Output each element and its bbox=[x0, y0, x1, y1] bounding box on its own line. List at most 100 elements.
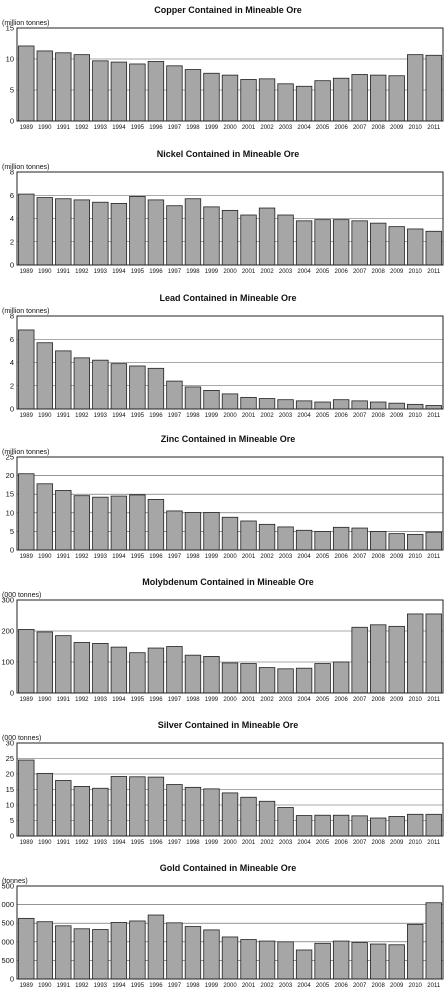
bar bbox=[425, 531, 442, 551]
x-tick-label: 1995 bbox=[131, 125, 145, 131]
bar bbox=[18, 473, 35, 551]
bar bbox=[388, 226, 405, 266]
x-tick-label: 2010 bbox=[409, 697, 423, 703]
chart-title: Zinc Contained in Mineable Ore bbox=[161, 434, 296, 444]
chart-panel: Silver Contained in Mineable Ore (000 ton… bbox=[0, 717, 446, 857]
y-tick-label: 10 bbox=[6, 508, 14, 517]
chart-panel: Molybdenum Contained in Mineable Ore (000… bbox=[0, 574, 446, 714]
bar bbox=[407, 54, 424, 122]
x-tick-label: 1994 bbox=[112, 840, 126, 846]
bar bbox=[407, 403, 424, 410]
bar bbox=[240, 520, 257, 551]
bar bbox=[351, 527, 368, 551]
bar bbox=[240, 796, 257, 837]
bar bbox=[55, 52, 72, 122]
x-tick-label: 2002 bbox=[260, 554, 274, 560]
bar bbox=[258, 523, 276, 551]
bar bbox=[425, 54, 442, 122]
y-tick-label: 2 000 bbox=[0, 900, 14, 909]
x-tick-label: 1996 bbox=[149, 269, 163, 275]
x-tick-label: 1994 bbox=[112, 554, 126, 560]
y-tick-label: 5 bbox=[10, 527, 14, 536]
bar bbox=[351, 815, 368, 837]
bar bbox=[184, 654, 202, 694]
x-tick-label: 1997 bbox=[168, 413, 182, 419]
bar bbox=[18, 45, 35, 122]
plot-frame bbox=[16, 171, 444, 266]
x-tick-label: 2007 bbox=[353, 840, 367, 846]
bar bbox=[258, 940, 276, 980]
x-tick-label: 1992 bbox=[75, 697, 89, 703]
x-tick-label: 1990 bbox=[38, 983, 52, 989]
bar bbox=[295, 529, 313, 551]
chart-panel: Nickel Contained in Mineable Ore (million… bbox=[0, 146, 446, 286]
x-tick-label: 2000 bbox=[223, 554, 237, 560]
chart-svg: Molybdenum Contained in Mineable Ore (000… bbox=[1, 577, 444, 703]
x-tick-label: 1991 bbox=[57, 983, 71, 989]
x-tick-label: 2007 bbox=[353, 554, 367, 560]
bar bbox=[351, 74, 368, 122]
y-tick-label: 500 bbox=[1, 956, 14, 965]
x-tick-label: 1992 bbox=[75, 554, 89, 560]
bar bbox=[240, 939, 257, 980]
bar bbox=[184, 512, 202, 551]
bar bbox=[314, 663, 331, 694]
bar bbox=[221, 209, 239, 266]
x-tick-label: 2011 bbox=[427, 125, 441, 131]
bar bbox=[277, 526, 294, 551]
x-tick-label: 2004 bbox=[297, 697, 311, 703]
x-tick-label: 1989 bbox=[20, 125, 34, 131]
bar bbox=[184, 69, 202, 122]
bar bbox=[147, 199, 165, 266]
x-tick-label: 1998 bbox=[186, 840, 200, 846]
bar bbox=[18, 629, 35, 694]
bar bbox=[73, 928, 91, 980]
x-tick-label: 2004 bbox=[297, 413, 311, 419]
x-tick-label: 1989 bbox=[20, 697, 34, 703]
x-tick-label: 1999 bbox=[205, 413, 219, 419]
bar bbox=[92, 929, 109, 980]
x-tick-label: 1989 bbox=[20, 413, 34, 419]
bar bbox=[221, 516, 239, 551]
y-tick-label: 2 500 bbox=[0, 882, 14, 891]
bar bbox=[92, 787, 109, 837]
x-tick-label: 1996 bbox=[149, 697, 163, 703]
x-tick-label: 2001 bbox=[242, 840, 256, 846]
x-tick-label: 1995 bbox=[131, 840, 145, 846]
x-tick-label: 2006 bbox=[334, 269, 348, 275]
plot-frame bbox=[16, 742, 444, 837]
x-tick-label: 1990 bbox=[38, 125, 52, 131]
x-tick-label: 2006 bbox=[334, 840, 348, 846]
x-tick-label: 1996 bbox=[149, 840, 163, 846]
x-tick-label: 1993 bbox=[94, 554, 108, 560]
x-tick-label: 1990 bbox=[38, 269, 52, 275]
x-tick-label: 2011 bbox=[427, 697, 441, 703]
x-tick-label: 2009 bbox=[390, 840, 404, 846]
bar bbox=[166, 646, 183, 694]
bar bbox=[129, 365, 146, 410]
bar bbox=[147, 61, 165, 122]
chart-panel: Copper Contained in Mineable Ore (million… bbox=[0, 2, 446, 142]
bar bbox=[110, 495, 128, 551]
bar bbox=[240, 396, 257, 410]
bar bbox=[369, 401, 387, 410]
x-tick-label: 2008 bbox=[371, 697, 385, 703]
x-tick-label: 2004 bbox=[297, 554, 311, 560]
x-tick-label: 1999 bbox=[205, 125, 219, 131]
bar bbox=[203, 929, 220, 980]
y-tick-label: 4 bbox=[10, 358, 14, 367]
plot-frame bbox=[16, 456, 444, 551]
bar bbox=[110, 363, 128, 410]
bar bbox=[351, 626, 368, 694]
x-tick-label: 2007 bbox=[353, 983, 367, 989]
x-tick-label: 1992 bbox=[75, 983, 89, 989]
x-tick-label: 2005 bbox=[316, 983, 330, 989]
x-tick-label: 1996 bbox=[149, 125, 163, 131]
x-tick-label: 2000 bbox=[223, 697, 237, 703]
bar bbox=[166, 65, 183, 122]
bar bbox=[407, 813, 424, 837]
bar bbox=[92, 201, 109, 266]
x-tick-label: 1993 bbox=[94, 983, 108, 989]
bar bbox=[36, 197, 53, 266]
bar bbox=[314, 80, 331, 122]
